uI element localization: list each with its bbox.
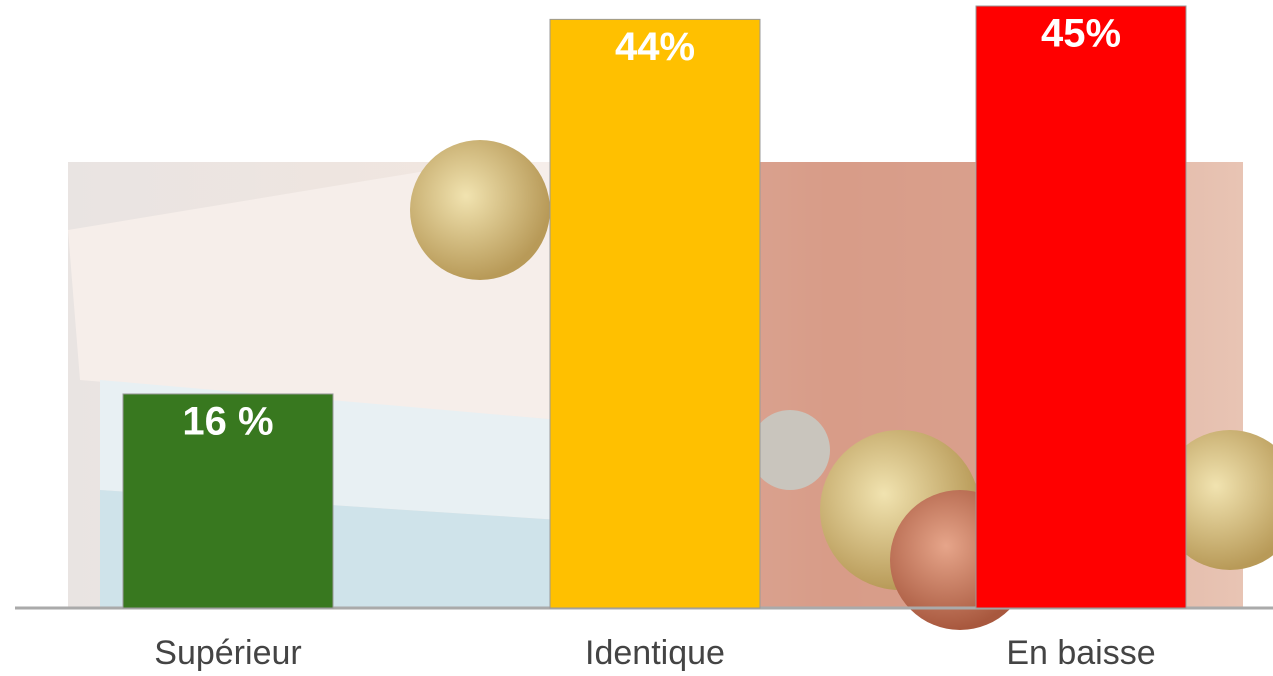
- chart: 16 % Supérieur 44% Identique 45% En baisse: [0, 0, 1273, 676]
- value-label: 16 %: [182, 400, 273, 444]
- bar: [550, 19, 760, 608]
- value-label: 44%: [615, 25, 695, 69]
- x-tick-label: Supérieur: [154, 634, 301, 672]
- value-label: 45%: [1041, 12, 1121, 56]
- x-tick-label: En baisse: [1006, 634, 1155, 672]
- bar: [976, 6, 1186, 608]
- x-tick-label: Identique: [585, 634, 725, 672]
